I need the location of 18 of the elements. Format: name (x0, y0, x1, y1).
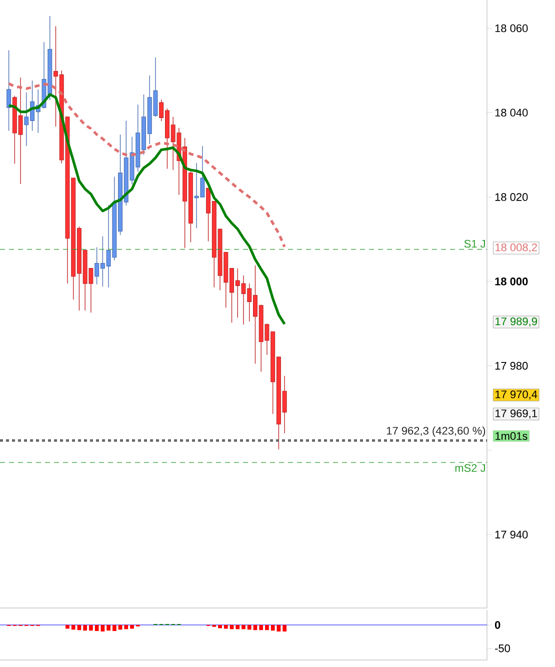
y-tick-label: 18 020 (495, 193, 528, 201)
text: 17 970,4 (496, 390, 538, 400)
text: 17 969,1 (496, 409, 537, 419)
y-tick-label: 17 940 (495, 530, 528, 538)
text: 18 008,2 (496, 243, 537, 253)
y-tick-label: 18 060 (495, 24, 528, 32)
y-tick-label: 18 000 (495, 278, 528, 286)
y-tick-label: 18 040 (495, 108, 528, 117)
ref-line-label: 17 962,3 (423,60 %) (386, 426, 486, 437)
text: 1m01s (496, 432, 528, 440)
candlestick (6, 50, 12, 132)
text: 17 989,9 (496, 317, 537, 327)
y-tick-label: 17 980 (495, 362, 528, 370)
ref-line-label: S1 J (464, 240, 485, 248)
line-series (8, 82, 286, 248)
ref-line-label: mS2 J (455, 464, 485, 472)
y-tick-label: -50 (495, 644, 510, 652)
y-tick-label: 0 (494, 621, 500, 629)
